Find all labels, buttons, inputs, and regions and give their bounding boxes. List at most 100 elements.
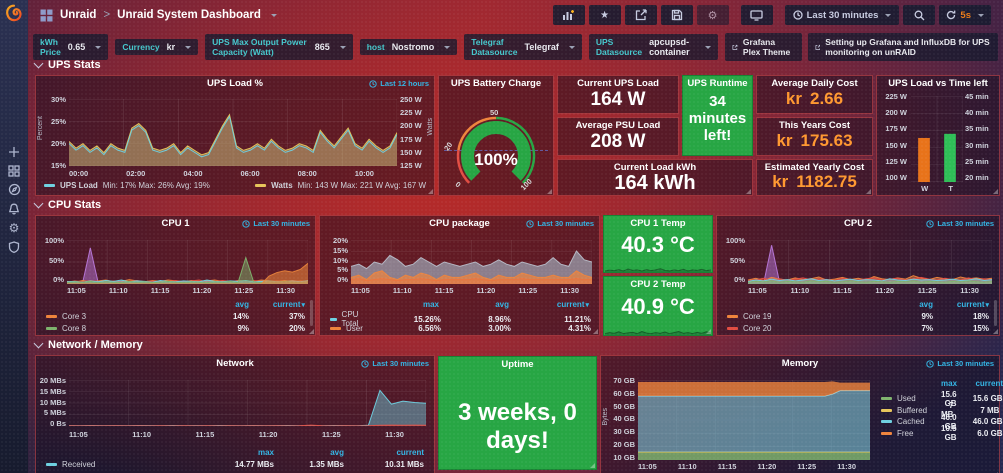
save-button[interactable] [660,5,693,25]
panel-title[interactable]: This Years Cost [778,120,851,131]
panel-resize-handle[interactable] [993,329,998,334]
legend-item[interactable]: Watts Min: 143 W Max: 221 W Avg: 167 W [255,181,426,190]
stat-value: kr 2.66 [785,89,844,108]
chart-plot-area[interactable] [638,380,871,460]
grafana-logo-icon[interactable] [0,0,28,28]
panel-title[interactable]: UPS Load vs Time left [888,78,988,89]
link-ups-monitoring-guide[interactable]: Setting up Grafana and InfluxDB for UPS … [807,33,998,61]
server-admin-shield-icon[interactable] [0,237,28,256]
variable-telegraf-datasource[interactable]: Telegraf Datasource Telegraf [464,34,582,60]
panel-timerange[interactable]: Last 12 hours [369,79,429,88]
x-axis-ticks: 11:05 11:10 11:15 11:20 11:25 11:30 [67,286,295,295]
legend-item[interactable]: CPU Total [330,310,363,328]
legend-item[interactable]: Sent [46,472,196,473]
panel-timerange[interactable]: Last 30 minutes [526,219,594,228]
legend-scrollbar[interactable] [994,300,997,326]
legend-item[interactable]: Buffered [897,405,928,415]
panel-resize-handle[interactable] [746,189,751,194]
chart-plot-area[interactable] [66,240,309,285]
explore-compass-icon[interactable] [0,180,28,199]
panel-title[interactable]: Estimated Yearly Cost [764,162,865,173]
add-panel-button[interactable] [552,5,585,25]
share-button[interactable] [624,5,657,25]
legend-item[interactable]: Cached [897,417,925,426]
refresh-picker[interactable]: 5s [939,5,991,25]
alerting-bell-icon[interactable] [0,199,28,218]
row-header-network-memory[interactable]: Network / Memory [33,338,143,351]
chart-plot-area[interactable] [350,240,593,284]
panel-title[interactable]: UPS Runtime [687,78,748,89]
legend-item[interactable]: UPS Load Min: 17% Max: 26% Avg: 19% [44,181,210,190]
time-range-picker[interactable]: Last 30 minutes [784,5,900,25]
sort-icon[interactable]: ▾ [985,301,989,309]
panel-timerange[interactable]: Last 30 minutes [926,219,994,228]
legend-item[interactable]: Core 20 [727,324,883,333]
row-header-cpu-stats[interactable]: CPU Stats [33,198,101,211]
stat-value: 34 minutes left! [688,93,747,144]
chart-plot-area[interactable] [68,99,398,166]
panel-resize-handle[interactable] [866,189,871,194]
configuration-gear-icon[interactable]: ⚙ [8,220,20,235]
breadcrumb[interactable]: Unraid > Unraid System Dashboard [40,9,277,22]
panel-title[interactable]: Average Daily Cost [771,78,858,89]
panel-resize-handle[interactable] [993,189,998,194]
panel-resize-handle[interactable] [547,189,552,194]
chart-plot-area[interactable] [911,96,964,182]
panel-resize-handle[interactable] [593,329,598,334]
panel-ups-load: UPS Load % Last 12 hours Percent Watts 3… [35,75,435,196]
variable-ups-max-output[interactable]: UPS Max Output Power Capacity (Watt) 865 [205,34,353,60]
row-header-ups-stats[interactable]: UPS Stats [33,58,101,71]
chart-plot-area[interactable] [747,240,993,284]
panel-title[interactable]: Network [216,358,254,369]
dashboard-settings-button[interactable]: ⚙ [696,5,729,25]
panel-title[interactable]: Uptime [501,359,534,370]
zoom-out-button[interactable] [903,5,936,25]
panel-timerange[interactable]: Last 30 minutes [926,359,994,368]
chart-plot-area[interactable] [68,380,427,427]
panel-title[interactable]: Average PSU Load [575,120,661,131]
panel-title[interactable]: CPU 1 [161,218,190,229]
chevron-down-icon [978,13,984,20]
legend-item[interactable]: User [330,324,363,333]
panel-title[interactable]: Current Load kWh [613,162,697,173]
variable-kwh-price[interactable]: kWh Price 0.65 [33,34,109,60]
variable-ups-datasource[interactable]: UPS Datasource apcupsd-container [588,34,719,60]
panel-title[interactable]: Memory [781,358,819,369]
link-grafana-plex-theme[interactable]: Grafana Plex Theme [725,33,802,61]
panel-timerange[interactable]: Last 30 minutes [242,219,310,228]
star-button[interactable]: ★ [588,5,621,25]
panel-resize-handle[interactable] [706,329,711,334]
panel-resize-handle[interactable] [309,329,314,334]
panel-resize-handle[interactable] [590,463,595,468]
legend-item[interactable]: Free [897,428,914,438]
chevron-down-icon [568,45,575,52]
sort-icon[interactable]: ▾ [585,301,589,309]
legend-item[interactable]: Used [897,394,916,403]
panel-title[interactable]: CPU 2 [844,218,872,229]
panel-title[interactable]: CPU 1 Temp [630,218,686,229]
legend-item[interactable]: Core 8 [46,324,199,333]
panel-title[interactable]: Current UPS Load [577,78,659,89]
legend-item[interactable]: Core 3 [46,312,199,321]
panel-title[interactable]: CPU package [429,218,490,229]
chevron-down-icon [95,45,102,52]
panel-title[interactable]: UPS Load % [207,78,263,89]
panel-resize-handle[interactable] [428,189,433,194]
legend-item[interactable]: Core 19 [727,312,883,321]
sort-icon[interactable]: ▾ [301,301,305,309]
legend-scrollbar[interactable] [310,300,313,326]
legend-item[interactable]: Received [46,460,196,469]
variable-host[interactable]: host Nostromo [359,39,458,55]
dashboards-icon[interactable] [0,161,28,180]
breadcrumb-app[interactable]: Unraid [60,9,97,21]
variable-currency[interactable]: Currency kr [115,39,199,55]
tv-mode-button[interactable] [740,5,773,25]
legend: avg current▾ Core 3 14% 37% Core 8 9% 20… [46,298,305,334]
panel-title[interactable]: CPU 2 Temp [630,279,686,290]
panel-timerange[interactable]: Last 30 minutes [361,359,429,368]
panel-title[interactable]: UPS Battery Charge [450,78,542,89]
add-icon[interactable] [0,142,28,161]
dashboard-links: Grafana Plex Theme Setting up Grafana an… [725,33,998,61]
breadcrumb-dashboard-title[interactable]: Unraid System Dashboard [117,9,261,21]
